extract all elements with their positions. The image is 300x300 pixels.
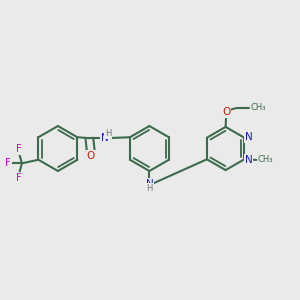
Text: H: H [146,184,153,193]
Text: F: F [16,144,22,154]
Text: N: N [146,179,154,189]
Text: H: H [105,129,111,138]
Text: N: N [100,133,108,143]
Text: CH₃: CH₃ [251,103,266,112]
Text: F: F [16,173,22,183]
Text: O: O [222,107,230,117]
Text: N: N [244,132,252,142]
Text: F: F [5,158,11,168]
Text: O: O [87,151,95,161]
Text: CH₃: CH₃ [258,155,273,164]
Text: N: N [244,155,252,165]
